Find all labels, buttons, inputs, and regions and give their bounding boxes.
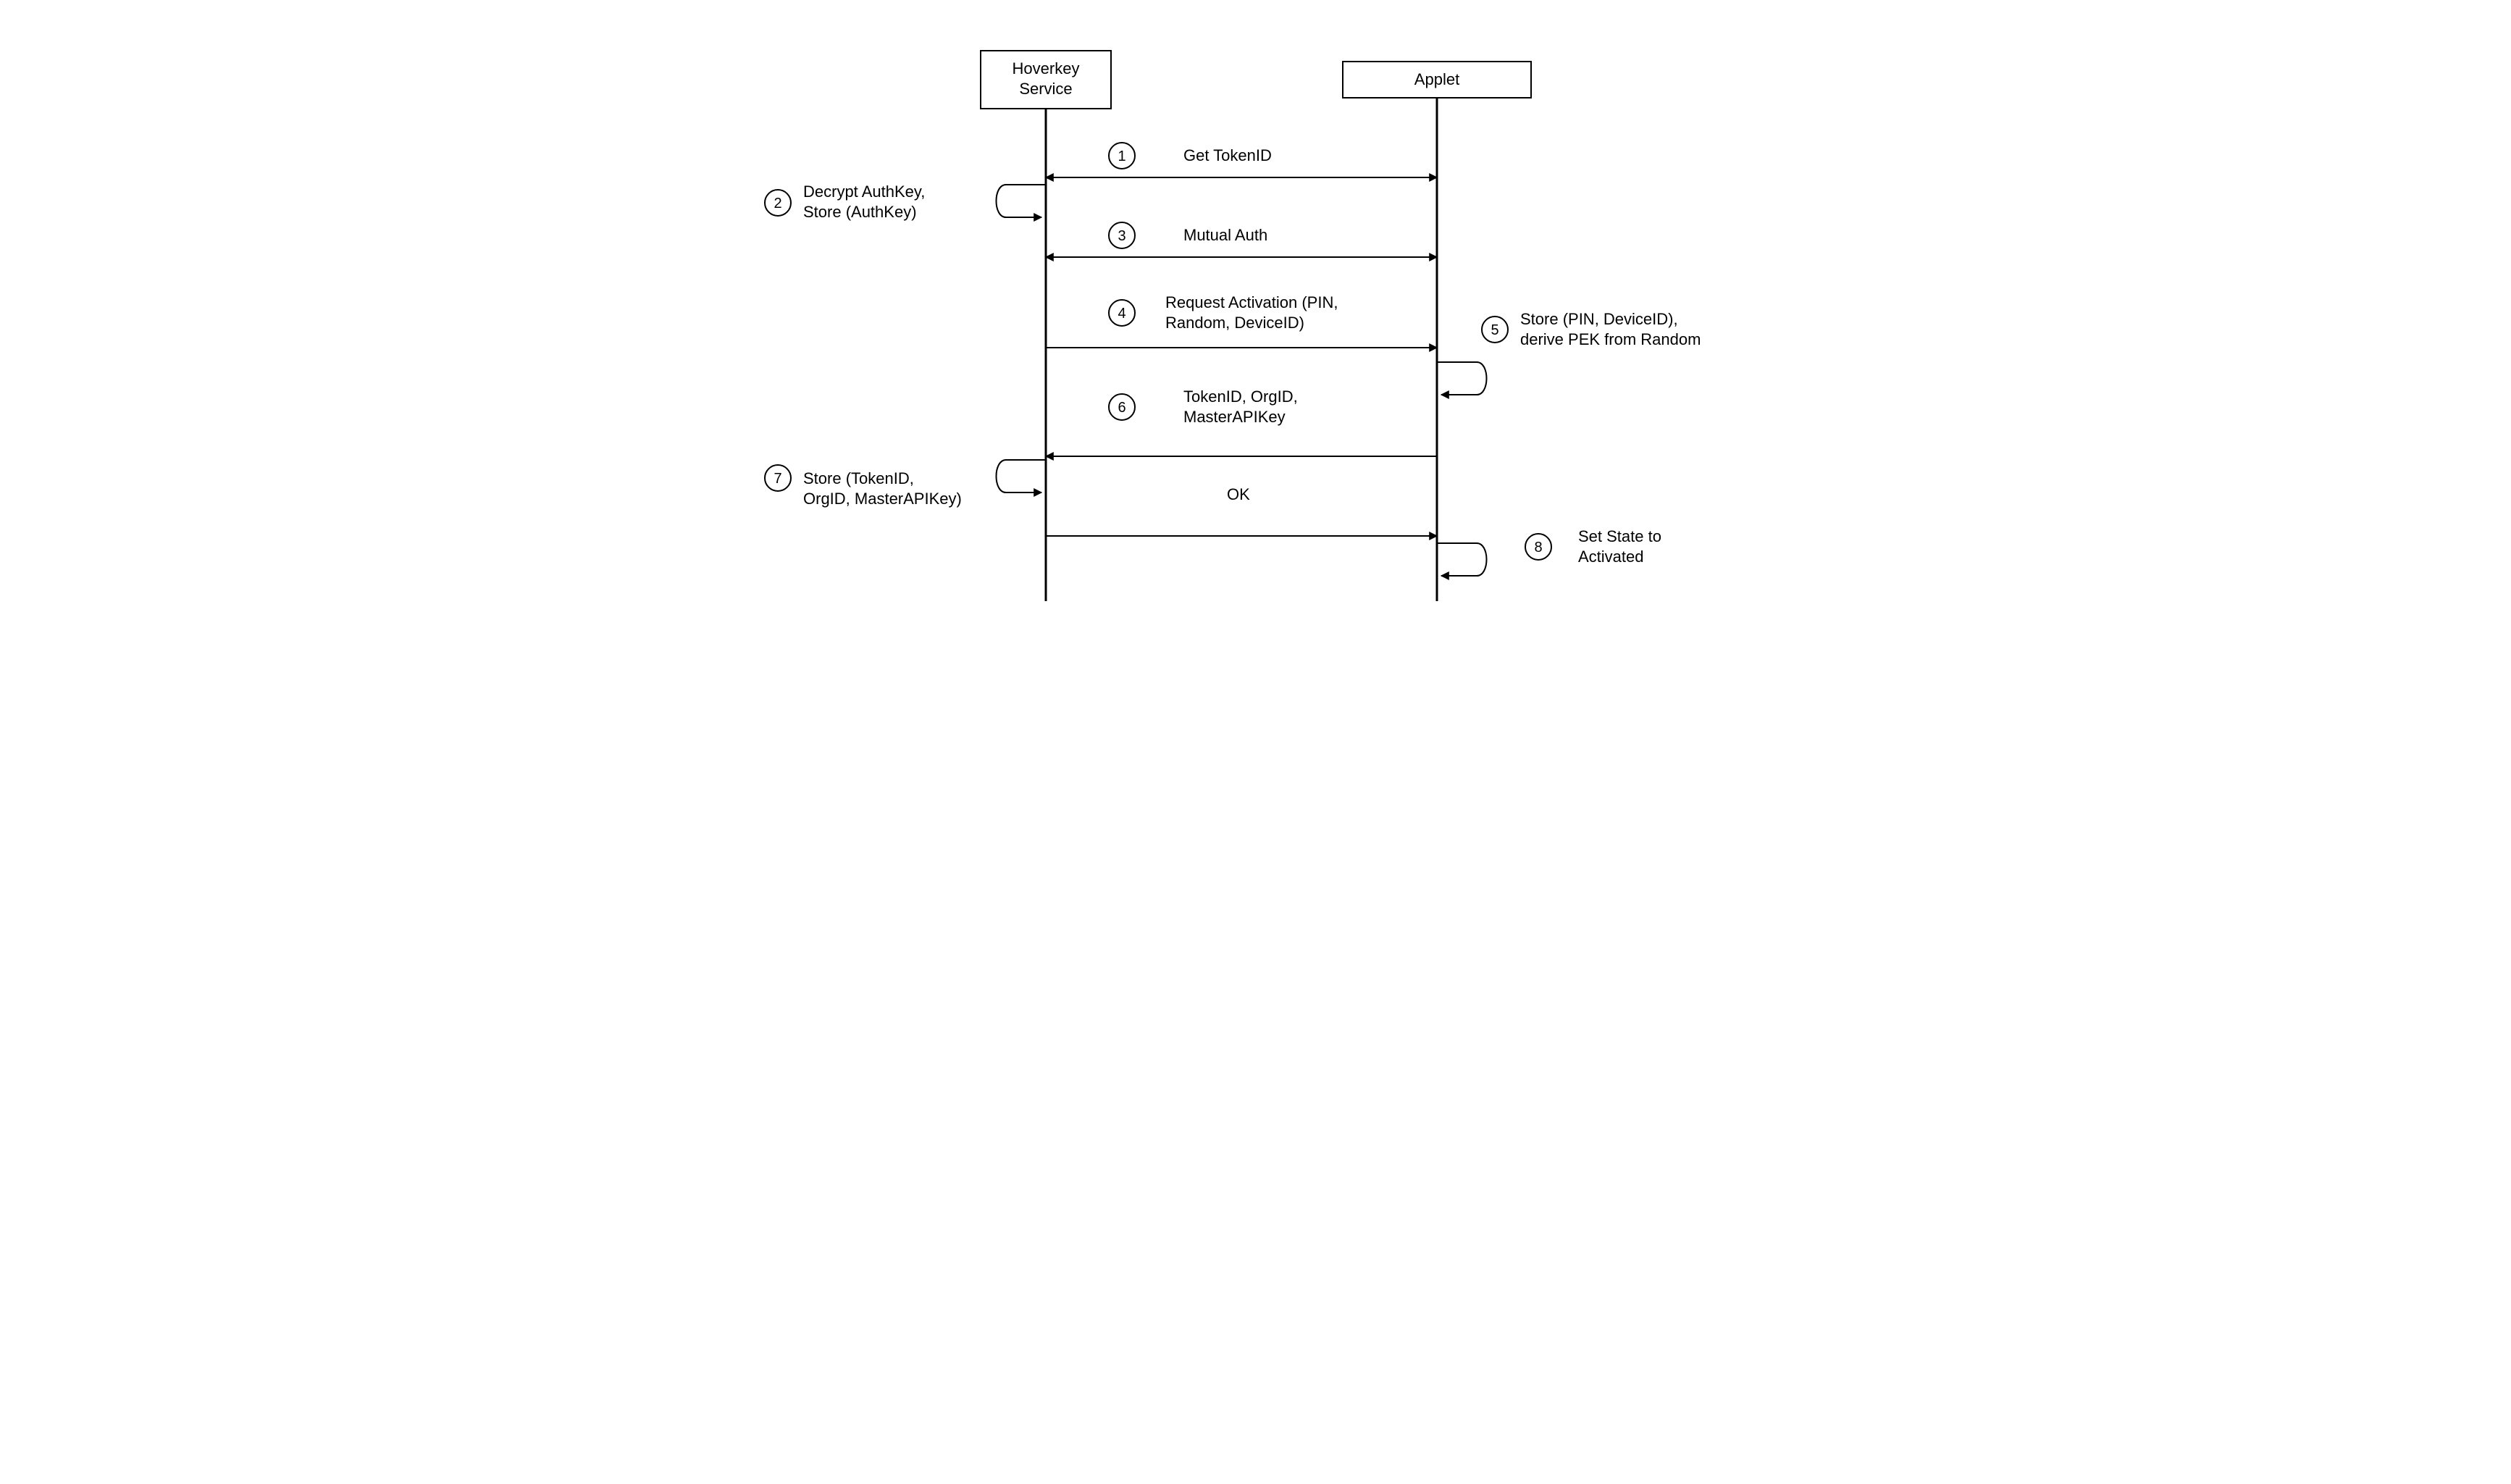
svg-text:3: 3 — [1118, 228, 1125, 244]
svg-text:7: 7 — [774, 471, 781, 487]
svg-text:OrgID, MasterAPIKey): OrgID, MasterAPIKey) — [803, 490, 962, 508]
sequence-diagram: Hoverkey Service Applet 1 Get TokenID 2 Decryp… — [0, 0, 2511, 630]
lifeline-hoverkey-label: Hoverkey — [1012, 59, 1079, 77]
self-message-arrow — [996, 460, 1046, 492]
svg-text:Random, DeviceID): Random, DeviceID) — [1165, 314, 1304, 332]
self-message-arrow — [996, 185, 1046, 217]
svg-text:2: 2 — [774, 196, 781, 211]
message-label: Get TokenID — [1183, 146, 1272, 164]
svg-text:Service: Service — [1019, 80, 1072, 98]
svg-text:4: 4 — [1118, 306, 1125, 322]
svg-text:6: 6 — [1118, 400, 1125, 416]
message-label: Store (TokenID, — [803, 469, 914, 487]
message-label: Mutual Auth — [1183, 226, 1267, 244]
svg-text:1: 1 — [1118, 148, 1125, 164]
message-label: Request Activation (PIN, — [1165, 293, 1338, 311]
svg-text:Store (AuthKey): Store (AuthKey) — [803, 203, 917, 221]
svg-text:MasterAPIKey: MasterAPIKey — [1183, 408, 1286, 426]
message-label: TokenID, OrgID, — [1183, 387, 1298, 406]
lifeline-applet-label: Applet — [1414, 70, 1459, 88]
message-label: Decrypt AuthKey, — [803, 183, 925, 201]
svg-text:Activated: Activated — [1578, 548, 1644, 566]
svg-text:derive PEK from Random: derive PEK from Random — [1520, 330, 1701, 348]
message-label: OK — [1227, 485, 1250, 503]
svg-text:8: 8 — [1534, 540, 1542, 556]
message-label: Set State to — [1578, 527, 1661, 545]
self-message-arrow — [1437, 543, 1487, 576]
message-label: Store (PIN, DeviceID), — [1520, 310, 1678, 328]
self-message-arrow — [1437, 362, 1487, 395]
svg-text:5: 5 — [1491, 322, 1498, 338]
